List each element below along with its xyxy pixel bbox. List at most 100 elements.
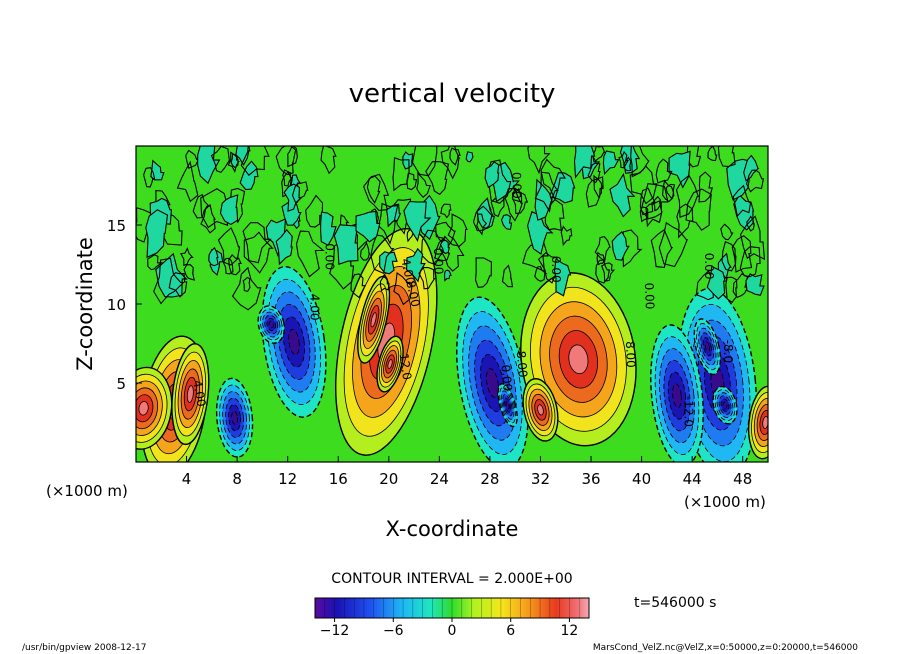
turbulence-contour [594,235,611,262]
contour-label: 0.00 [498,364,514,392]
turbulence-contour [706,265,726,300]
turbulence-contour [440,203,452,219]
turbulence-contour [707,146,718,161]
turbulence-contour [746,169,765,193]
x-tick-label: 8 [232,470,242,488]
turbulence-contour [629,165,658,205]
contour-band [722,401,728,409]
turbulence-contour [183,264,196,281]
turbulence-contour [219,194,239,226]
turbulence-contour [720,223,734,241]
contour-label: -8.00 [513,346,530,378]
turbulence-contour [295,230,325,278]
contour-band [568,344,589,375]
contour-band [704,341,710,352]
contour-label: 4.00 [190,379,208,408]
turbulence-contour [618,150,630,169]
turbulence-contour [743,154,760,182]
turbulence-contour [275,146,297,176]
turbulence-contour [291,181,309,205]
velocity-cell [215,377,254,458]
plot-area: 4.004.000.004.008.0012.00.000.00-8.000.0… [136,146,768,462]
turbulence-contour [500,214,513,230]
turbulence-contour [155,252,188,298]
velocity-cell [693,318,722,376]
turbulence-contour [553,257,572,297]
turbulence-contour [192,193,211,219]
turbulence-contour [355,210,381,243]
contour-band [288,328,300,355]
turbulence-contour [731,235,753,273]
turbulence-contour [444,269,452,282]
contour-label: -12.0 [682,396,696,427]
x-tick-label: 48 [733,470,752,488]
turbulence-contour [630,146,650,178]
turbulence-contour [176,160,199,203]
turbulence-contour [593,174,603,199]
turbulence-contour [275,228,293,266]
turbulence-contour [406,247,426,283]
x-tick-label: 28 [480,470,499,488]
turbulence-contour [476,213,488,236]
contour-band [387,359,393,370]
turbulence-contour [222,257,234,275]
turbulence-contour [685,188,712,231]
turbulence-contour [180,247,194,267]
turbulence-contour [283,183,303,212]
contour-label: 0.00 [509,172,524,199]
turbulence-contour [698,171,714,203]
contour-interval: CONTOUR INTERVAL = 2.000E+00 [331,571,572,587]
turbulence-contour [472,205,494,232]
turbulence-contour [725,276,738,303]
turbulence-contour [379,273,390,292]
turbulence-contour [242,222,272,264]
turbulence-contour [465,151,474,163]
turbulence-contour [662,179,675,203]
turbulence-contour [732,184,752,218]
contour-label: 4.00 [398,257,417,286]
turbulence-contour [665,183,676,199]
turbulence-contour [416,171,431,198]
turbulence-contour [425,161,450,196]
turbulence-contour [240,146,270,176]
turbulence-contour [511,187,523,203]
y-tick-label: 5 [116,375,126,393]
turbulence-contour [200,203,216,234]
turbulence-contour [527,211,554,255]
turbulence-contour [438,235,465,272]
turbulence-contour [534,171,559,213]
turbulence-contour [440,146,461,180]
colorbar-tick-label: −6 [383,623,404,639]
time-label: t=546000 s [634,595,716,611]
x-axis-label: X-coordinate [386,517,519,541]
turbulence-contour [393,272,414,306]
velocity-cell [497,383,518,428]
colorbar-ticks: −12 −6 0 6 12 [314,598,590,639]
turbulence-contour [168,272,188,298]
turbulence-contour [611,231,630,261]
turbulence-contour [235,146,251,166]
contour-label: 0.00 [702,253,716,280]
turbulence-contour [243,231,274,274]
x-tick-label: 40 [632,470,651,488]
turbulence-contour [740,215,766,261]
turbulence-contour [522,241,549,272]
turbulence-contour [585,176,604,208]
upper-turbulence-contours [136,146,766,311]
turbulence-contour [587,162,601,184]
turbulence-contour [645,200,663,228]
contour-labels: 4.004.000.004.008.0012.00.000.00-8.000.0… [190,172,735,427]
turbulence-contour [281,202,302,226]
turbulence-contour [200,188,229,229]
turbulence-contour [366,175,381,204]
turbulence-contour [320,211,337,246]
colorbar-tick-label: −12 [320,623,350,639]
contour-label: 4.00 [307,294,321,321]
turbulence-contour [359,241,371,261]
contour-band [672,383,682,408]
turbulence-contour [208,246,219,267]
turbulence-contour [185,149,200,169]
turbulence-contour [217,227,241,266]
turbulence-contour [305,194,324,228]
